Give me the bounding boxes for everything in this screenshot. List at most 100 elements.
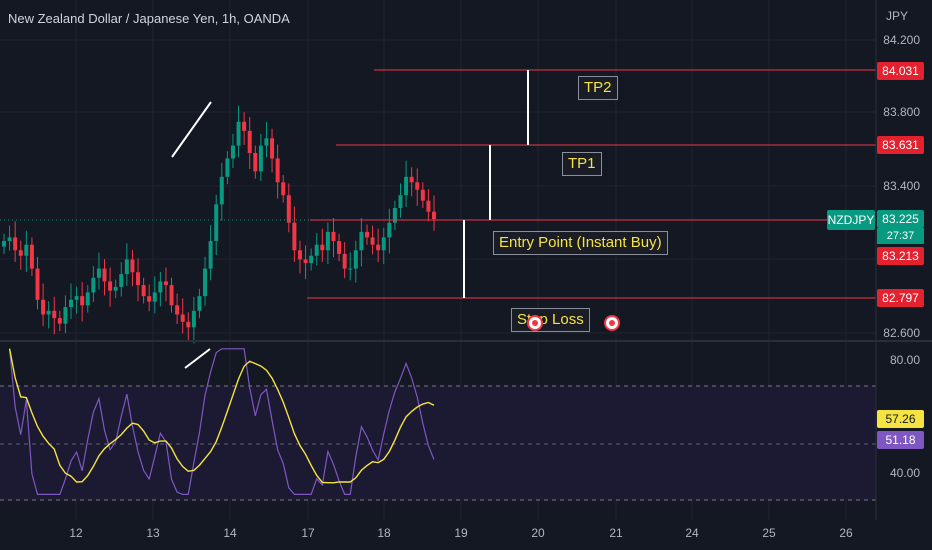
candle-body [119,274,124,287]
candle-body [152,292,157,302]
entry-price-tag: 83.213 [877,247,924,265]
candle-body [348,268,353,270]
candle-body [85,292,90,306]
candle-body [258,145,263,172]
candle-body [292,222,297,251]
time-tick: 26 [839,526,853,540]
candle-body [158,281,163,293]
candle-body [364,231,369,238]
candle-body [46,310,51,315]
candle-body [7,237,12,242]
candle-body [337,241,342,254]
stop-price-tag: 82.797 [877,289,924,307]
candle-body [353,250,358,269]
candle-body [387,222,392,238]
candle-body [136,272,141,286]
candle-body [325,231,330,251]
rsi-trend-line[interactable] [184,348,211,369]
chart-title: New Zealand Dollar / Japanese Yen, 1h, O… [8,11,290,26]
rsi-ma-line [8,348,435,484]
candle-body [415,182,420,190]
last-price-tag: 83.225 [877,210,924,228]
candle-body [203,268,208,297]
time-tick: 13 [146,526,160,540]
rsi-tick: 80.00 [889,353,920,367]
tp2-price-tag: 84.031 [877,62,924,80]
candle-body [124,259,129,275]
candle-body [320,244,325,251]
tp1-label[interactable]: TP1 [562,152,602,176]
candle-body [108,281,113,291]
candle-body [303,259,308,264]
alert-marker-icon[interactable] [527,315,543,331]
candle-body [275,158,280,183]
candle-body [69,299,74,308]
candle-body [432,211,436,220]
candle-body [359,231,364,251]
time-tick: 12 [69,526,83,540]
currency-label: JPY [885,9,908,23]
candle-body [208,241,213,269]
tp2-label[interactable]: TP2 [578,76,618,100]
candle-body [409,176,414,183]
candle-body [247,130,252,153]
bar-countdown: 27:37 [877,228,924,244]
candle-body [41,299,46,315]
price-trend-line[interactable] [171,101,212,158]
price-tick: 83.800 [883,105,920,119]
price-tick: 84.200 [883,33,920,47]
rsi-line [8,348,435,495]
candle-body [141,285,146,297]
candle-body [191,310,196,328]
candle-body [342,253,347,269]
time-tick: 14 [223,526,237,540]
candle-body [281,182,286,196]
symbol-tag: NZDJPY [827,210,875,230]
candle-body [130,259,135,273]
candle-body [370,237,375,245]
candle-body [264,138,269,146]
time-tick: 20 [531,526,545,540]
price-tick: 83.400 [883,179,920,193]
candle-body [35,268,40,300]
candle-body [286,195,291,223]
candle-body [113,286,118,291]
time-tick: 17 [301,526,315,540]
candle-body [219,176,224,205]
candle-body [420,189,425,201]
candle-body [225,158,230,177]
price-tick: 82.600 [883,326,920,340]
stop-loss-label[interactable]: Stop Loss [511,308,590,332]
candle-body [180,314,185,322]
candle-body [29,244,34,269]
time-tick: 21 [609,526,623,540]
candle-body [186,321,191,328]
candle-body [331,231,336,242]
candle-body [197,296,202,311]
candle-body [80,296,85,306]
rsi-value-tag: 51.18 [877,431,924,449]
candle-body [96,268,101,278]
candle-body [52,310,57,319]
candle-body [381,237,386,251]
candle-body [214,204,219,242]
alert-marker-icon[interactable] [604,315,620,331]
time-tick: 24 [685,526,699,540]
candle-body [230,145,235,159]
candle-body [24,244,29,256]
candle-body [13,237,18,251]
rsi-ma-value-tag: 57.26 [877,410,924,428]
time-tick: 18 [377,526,391,540]
candle-body [91,277,96,293]
candle-body [57,318,62,324]
entry-label[interactable]: Entry Point (Instant Buy) [493,231,668,255]
candle-body [270,138,275,159]
rsi-series [8,348,435,495]
candle-body [392,208,397,223]
candle-body [147,296,152,302]
candle-body [242,121,247,131]
tp1-price-tag: 83.631 [877,136,924,154]
rsi-pane-background [0,386,876,500]
candle-body [63,307,68,324]
